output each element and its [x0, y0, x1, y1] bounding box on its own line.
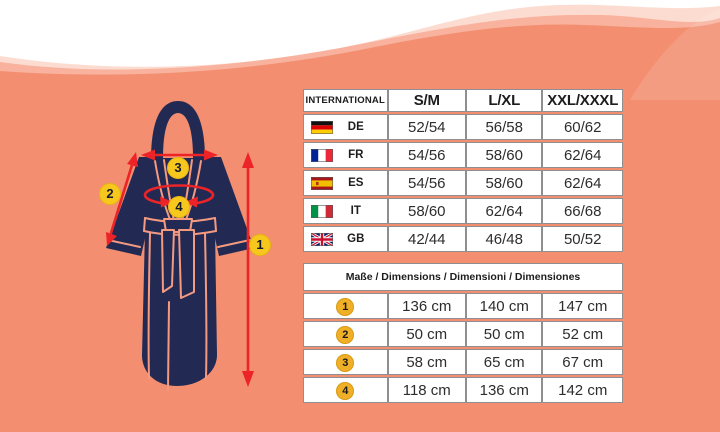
size-value: 58/60	[466, 142, 543, 168]
country-code-fr: FR	[348, 149, 364, 161]
dimension-value: 50 cm	[466, 321, 543, 347]
dimension-value: 147 cm	[542, 293, 623, 319]
flag-spain-icon	[311, 176, 333, 190]
bathrobe-drawing-icon	[106, 101, 254, 391]
dimension-marker-3: 3	[336, 353, 355, 372]
dimension-value: 136 cm	[387, 293, 466, 319]
size-row-it: IT 58/60 62/64 66/68	[303, 198, 623, 224]
international-size-table: INTERNATIONAL S/M L/XL XXL/XXXL DE 52/54…	[303, 87, 623, 254]
dimension-value: 58 cm	[387, 349, 466, 375]
size-value: 42/44	[387, 226, 466, 252]
dimension-value: 142 cm	[542, 377, 623, 403]
dimensions-table: Maße / Dimensions / Dimensioni / Dimensi…	[303, 261, 623, 405]
dimension-marker-4: 4	[336, 381, 355, 400]
dimension-value: 50 cm	[387, 321, 466, 347]
size-row-de: DE 52/54 56/58 60/62	[303, 114, 623, 140]
measure-marker-2: 2	[99, 183, 121, 205]
dimension-row-2: 2 50 cm 50 cm 52 cm	[303, 321, 623, 347]
measure-marker-3: 3	[167, 157, 189, 179]
size-table-header-row: INTERNATIONAL S/M L/XL XXL/XXXL	[303, 89, 623, 112]
dimension-value: 65 cm	[466, 349, 543, 375]
size-value: 54/56	[387, 170, 466, 196]
size-value: 46/48	[466, 226, 543, 252]
size-value: 60/62	[542, 114, 623, 140]
dimension-marker-2: 2	[336, 325, 355, 344]
dimension-row-4: 4 118 cm 136 cm 142 cm	[303, 377, 623, 403]
size-row-es: ES 54/56 58/60 62/64	[303, 170, 623, 196]
size-column-sm: S/M	[387, 89, 466, 112]
flag-great-britain-icon	[311, 232, 333, 246]
wave-header-decoration	[0, 0, 720, 100]
dimension-value: 118 cm	[387, 377, 466, 403]
bathrobe-illustration: 1 2 3 4	[60, 80, 300, 420]
dimension-row-1: 1 136 cm 140 cm 147 cm	[303, 293, 623, 319]
size-value: 62/64	[542, 170, 623, 196]
size-column-xxl: XXL/XXXL	[542, 89, 623, 112]
flag-italy-icon	[311, 204, 333, 218]
country-code-de: DE	[347, 121, 364, 133]
dimensions-title-row: Maße / Dimensions / Dimensioni / Dimensi…	[303, 263, 623, 291]
dimension-row-3: 3 58 cm 65 cm 67 cm	[303, 349, 623, 375]
size-value: 58/60	[466, 170, 543, 196]
dimensions-title: Maße / Dimensions / Dimensioni / Dimensi…	[303, 263, 623, 291]
size-value: 52/54	[387, 114, 466, 140]
country-code-gb: GB	[347, 233, 365, 245]
country-code-it: IT	[350, 205, 361, 217]
dimension-value: 140 cm	[466, 293, 543, 319]
size-column-lxl: L/XL	[466, 89, 543, 112]
flag-germany-icon	[311, 120, 333, 134]
size-value: 66/68	[542, 198, 623, 224]
dimension-value: 136 cm	[466, 377, 543, 403]
size-value: 62/64	[466, 198, 543, 224]
size-value: 50/52	[542, 226, 623, 252]
size-row-fr: FR 54/56 58/60 62/64	[303, 142, 623, 168]
size-value: 54/56	[387, 142, 466, 168]
measure-marker-4: 4	[168, 196, 190, 218]
dimension-marker-1: 1	[336, 297, 355, 316]
size-value: 62/64	[542, 142, 623, 168]
country-code-es: ES	[348, 177, 364, 189]
size-value: 58/60	[387, 198, 466, 224]
size-value: 56/58	[466, 114, 543, 140]
dimension-value: 67 cm	[542, 349, 623, 375]
measure-marker-1: 1	[249, 234, 271, 256]
dimension-value: 52 cm	[542, 321, 623, 347]
size-row-gb: GB 42/44 46/48 50/52	[303, 226, 623, 252]
flag-france-icon	[311, 148, 333, 162]
international-header: INTERNATIONAL	[303, 89, 388, 112]
